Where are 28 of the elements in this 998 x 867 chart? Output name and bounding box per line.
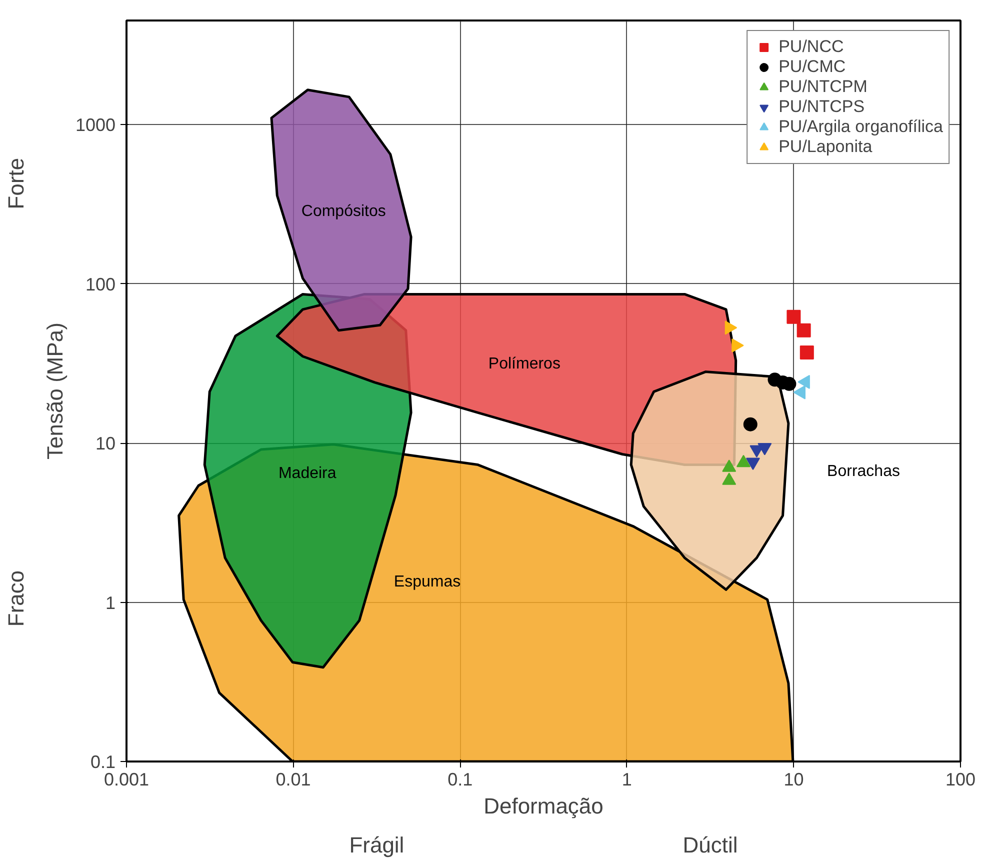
x-tick-label: 0.1 bbox=[448, 770, 473, 790]
x-tick-label: 0.01 bbox=[276, 770, 311, 790]
text: Borrachas bbox=[827, 463, 900, 480]
legend-label: PU/CMC bbox=[778, 57, 846, 77]
y-axis-title: Tensão (MPa) bbox=[42, 322, 68, 460]
x-tick-label: 0.001 bbox=[104, 770, 150, 790]
y-tick-label: 100 bbox=[85, 274, 116, 294]
series-label: Madeira bbox=[278, 464, 336, 482]
series-label: Compósitos bbox=[301, 202, 386, 220]
y-tick-label: 1 bbox=[105, 592, 116, 613]
y-tick-label: 1000 bbox=[75, 115, 116, 136]
series-label: Polímeros bbox=[488, 356, 560, 373]
x-axis-title: Deformação bbox=[484, 794, 604, 818]
x-tick-label: 100 bbox=[945, 770, 976, 790]
x-tick-label: 1 bbox=[622, 770, 632, 790]
legend-label: PU/Laponita bbox=[778, 137, 872, 157]
text: Frágil bbox=[349, 832, 404, 858]
legend-label: PU/NTCPM bbox=[778, 77, 868, 97]
y-tick-label: 10 bbox=[95, 434, 116, 454]
legend-label: PU/NTCPS bbox=[778, 97, 865, 117]
text: Dúctil bbox=[682, 832, 738, 858]
x-tick-label: 10 bbox=[784, 770, 804, 790]
legend-label: PU/NCC bbox=[778, 37, 844, 57]
y-tick-label: 0.1 bbox=[90, 752, 116, 772]
text: Fraco bbox=[4, 570, 28, 627]
legend-label: PU/Argila organofílica bbox=[778, 117, 943, 137]
text: Forte bbox=[4, 158, 28, 210]
series-label: Espumas bbox=[394, 574, 461, 591]
